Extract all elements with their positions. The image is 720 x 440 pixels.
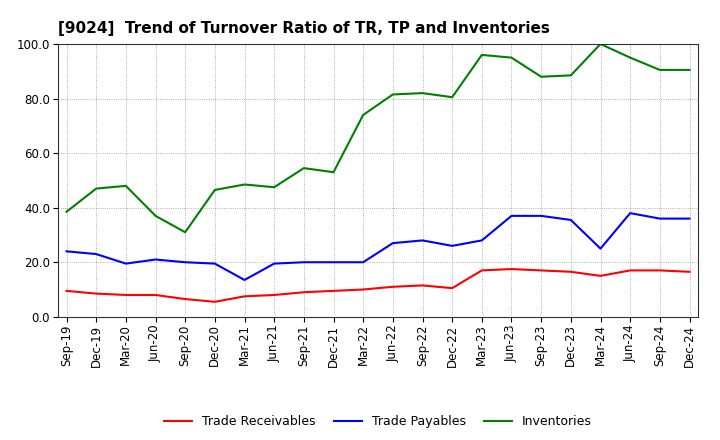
Trade Receivables bbox=[507, 266, 516, 271]
Trade Receivables bbox=[655, 268, 664, 273]
Trade Payables bbox=[448, 243, 456, 249]
Inventories bbox=[626, 55, 634, 60]
Inventories bbox=[62, 209, 71, 214]
Inventories bbox=[567, 73, 575, 78]
Trade Payables bbox=[329, 260, 338, 265]
Trade Receivables bbox=[151, 292, 160, 297]
Trade Payables bbox=[240, 277, 249, 282]
Trade Receivables bbox=[270, 292, 279, 297]
Trade Payables bbox=[62, 249, 71, 254]
Trade Receivables bbox=[389, 284, 397, 290]
Trade Receivables bbox=[537, 268, 546, 273]
Trade Receivables bbox=[685, 269, 694, 275]
Inventories bbox=[389, 92, 397, 97]
Inventories bbox=[270, 185, 279, 190]
Trade Payables bbox=[685, 216, 694, 221]
Trade Payables bbox=[477, 238, 486, 243]
Inventories bbox=[240, 182, 249, 187]
Trade Payables bbox=[626, 210, 634, 216]
Trade Payables bbox=[122, 261, 130, 266]
Trade Payables bbox=[270, 261, 279, 266]
Trade Payables bbox=[210, 261, 219, 266]
Inventories bbox=[359, 112, 367, 117]
Trade Receivables bbox=[92, 291, 101, 296]
Trade Receivables bbox=[181, 297, 189, 302]
Inventories bbox=[92, 186, 101, 191]
Inventories bbox=[418, 91, 427, 96]
Inventories bbox=[448, 95, 456, 100]
Trade Payables bbox=[300, 260, 308, 265]
Trade Receivables bbox=[62, 288, 71, 293]
Trade Receivables bbox=[626, 268, 634, 273]
Trade Receivables bbox=[210, 299, 219, 304]
Trade Payables bbox=[389, 241, 397, 246]
Trade Payables bbox=[596, 246, 605, 251]
Inventories bbox=[122, 183, 130, 188]
Trade Receivables bbox=[240, 294, 249, 299]
Trade Receivables bbox=[448, 286, 456, 291]
Trade Receivables bbox=[418, 283, 427, 288]
Inventories bbox=[300, 165, 308, 171]
Trade Receivables bbox=[477, 268, 486, 273]
Trade Receivables bbox=[567, 269, 575, 275]
Inventories bbox=[477, 52, 486, 58]
Trade Payables bbox=[655, 216, 664, 221]
Inventories bbox=[596, 41, 605, 47]
Trade Receivables bbox=[122, 292, 130, 297]
Inventories bbox=[685, 67, 694, 73]
Trade Payables bbox=[181, 260, 189, 265]
Trade Payables bbox=[151, 257, 160, 262]
Inventories bbox=[507, 55, 516, 60]
Inventories bbox=[210, 187, 219, 193]
Inventories bbox=[151, 213, 160, 219]
Trade Receivables bbox=[359, 287, 367, 292]
Trade Payables bbox=[567, 217, 575, 223]
Line: Inventories: Inventories bbox=[66, 44, 690, 232]
Trade Payables bbox=[507, 213, 516, 219]
Inventories bbox=[537, 74, 546, 79]
Inventories bbox=[329, 169, 338, 175]
Line: Trade Receivables: Trade Receivables bbox=[66, 269, 690, 302]
Inventories bbox=[655, 67, 664, 73]
Trade Receivables bbox=[596, 273, 605, 279]
Trade Payables bbox=[537, 213, 546, 219]
Inventories bbox=[181, 230, 189, 235]
Trade Payables bbox=[418, 238, 427, 243]
Trade Payables bbox=[92, 251, 101, 257]
Text: [9024]  Trend of Turnover Ratio of TR, TP and Inventories: [9024] Trend of Turnover Ratio of TR, TP… bbox=[58, 21, 549, 36]
Trade Payables bbox=[359, 260, 367, 265]
Legend: Trade Receivables, Trade Payables, Inventories: Trade Receivables, Trade Payables, Inven… bbox=[159, 411, 597, 433]
Line: Trade Payables: Trade Payables bbox=[66, 213, 690, 280]
Trade Receivables bbox=[300, 290, 308, 295]
Trade Receivables bbox=[329, 288, 338, 293]
